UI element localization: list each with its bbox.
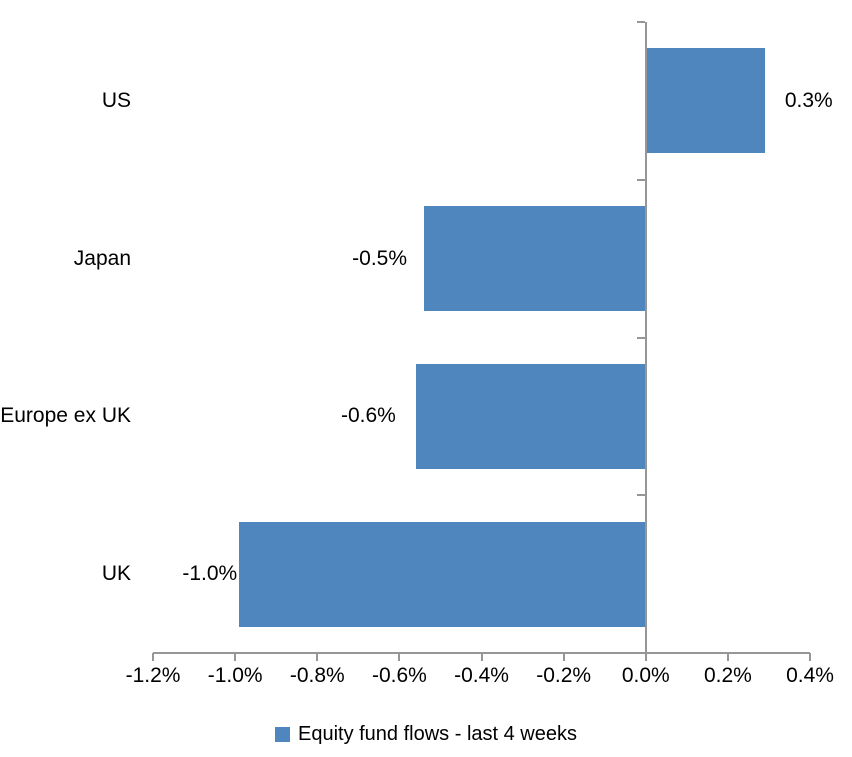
x-tick-label: -0.2% xyxy=(536,664,592,687)
chart-legend: Equity fund flows - last 4 weeks xyxy=(0,721,852,747)
x-axis-tick xyxy=(152,653,154,661)
x-tick-label: -1.2% xyxy=(125,664,181,687)
category-label-europe-ex-uk: Europe ex UK xyxy=(0,404,131,428)
x-axis-tick xyxy=(316,653,319,661)
data-label-uk: -1.0% xyxy=(182,562,238,586)
x-tick-label: 0.2% xyxy=(703,664,752,687)
data-label-europe-ex-uk: -0.6% xyxy=(340,404,396,428)
x-axis-tick xyxy=(398,653,401,661)
data-label-japan: -0.5% xyxy=(352,246,408,270)
bar-us xyxy=(645,48,765,154)
data-label-us: 0.3% xyxy=(784,88,833,112)
bar-europe-ex-uk xyxy=(415,363,646,469)
x-axis-tick xyxy=(234,653,237,661)
x-tick-label: -0.8% xyxy=(289,664,345,687)
x-tick-label: 0.0% xyxy=(621,664,670,687)
category-axis-tick xyxy=(637,336,645,339)
bar-uk xyxy=(239,521,646,627)
x-tick-label: -0.4% xyxy=(454,664,509,687)
category-axis-tick xyxy=(637,178,645,181)
x-tick-label: 0.4% xyxy=(786,664,834,687)
category-axis-tick xyxy=(637,494,645,497)
category-axis-line xyxy=(644,22,647,661)
x-tick-label: -0.6% xyxy=(371,664,427,687)
value-axis-line xyxy=(153,652,810,654)
x-axis-tick xyxy=(726,653,729,661)
legend-label: Equity fund flows - last 4 weeks xyxy=(297,722,577,745)
x-axis-tick xyxy=(562,653,565,661)
bar-japan xyxy=(424,206,646,312)
x-axis-tick xyxy=(480,653,483,661)
category-label-us: US xyxy=(101,88,131,112)
x-axis-tick xyxy=(809,653,811,661)
category-label-japan: Japan xyxy=(73,246,131,270)
category-label-uk: UK xyxy=(101,562,131,586)
x-tick-label: -1.0% xyxy=(207,664,263,687)
legend-marker-square xyxy=(274,726,290,742)
category-axis-tick xyxy=(637,21,645,23)
